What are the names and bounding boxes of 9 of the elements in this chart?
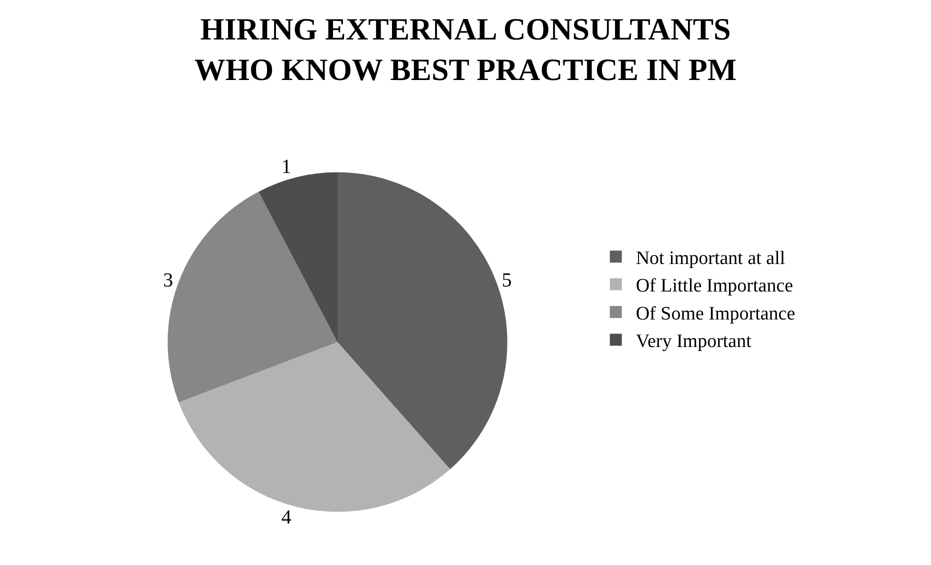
legend-label: Of Some Importance xyxy=(636,303,796,324)
chart-title: HIRING EXTERNAL CONSULTANTS WHO KNOW BEST PRACTICE IN PM xyxy=(194,12,737,87)
legend-label: Not important at all xyxy=(636,248,786,270)
data-label: 4 xyxy=(281,506,292,528)
legend-label: Very Important xyxy=(636,331,752,352)
data-label: 3 xyxy=(163,269,174,292)
data-label: 5 xyxy=(502,269,512,292)
legend-label: Of Little Importance xyxy=(636,276,794,297)
data-label: 1 xyxy=(281,156,292,178)
